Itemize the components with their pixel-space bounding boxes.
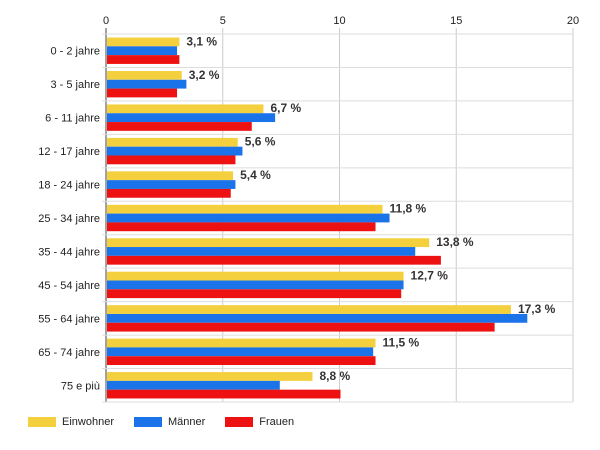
category-labels: 0 - 2 jahre 3 - 5 jahre 6 - 11 jahre 12 - 1… — [38, 46, 100, 393]
legend-label-maenner: Männer — [167, 416, 206, 428]
data-label: 8,8 % — [319, 369, 350, 383]
bars — [107, 37, 528, 399]
legend-swatch-einwohner — [28, 417, 56, 427]
legend-item-frauen: Frauen — [225, 416, 294, 428]
data-labels: 3,1 % 3,2 % 6,7 % 5,6 % 5,4 % 11,8 % 13,8 % 12,… — [186, 34, 555, 383]
bar-mnner-10 — [107, 380, 280, 390]
legend-label-einwohner: Einwohner — [62, 416, 114, 428]
category-label: 45 - 54 jahre — [38, 280, 100, 292]
bar-mnner-0 — [107, 46, 178, 56]
bar-frauen-7 — [107, 289, 402, 299]
category-label: 35 - 44 jahre — [38, 246, 100, 258]
category-label: 25 - 34 jahre — [38, 213, 100, 225]
legend-swatch-frauen — [225, 417, 254, 427]
data-label: 11,5 % — [383, 335, 420, 349]
bar-mnner-2 — [107, 113, 276, 123]
bar-frauen-5 — [107, 222, 376, 232]
legend-swatch-maenner — [133, 417, 162, 427]
bar-frauen-0 — [107, 55, 180, 64]
category-label: 0 - 2 jahre — [50, 46, 100, 58]
bar-mnner-7 — [107, 280, 404, 290]
category-label: 12 - 17 jahre — [38, 146, 100, 158]
bar-mnner-3 — [107, 146, 243, 156]
bar-mnner-8 — [107, 313, 528, 323]
legend-item-maenner: Männer — [133, 416, 206, 428]
bar-einwohner-6 — [107, 238, 430, 248]
category-label: 55 - 64 jahre — [38, 313, 100, 325]
bar-mnner-1 — [107, 79, 187, 89]
bar-einwohner-10 — [107, 372, 313, 381]
data-label: 6,7 % — [270, 101, 301, 115]
bar-einwohner-8 — [107, 305, 511, 314]
bar-frauen-3 — [107, 155, 236, 165]
x-tick-label: 20 — [567, 15, 579, 27]
legend-item-einwohner: Einwohner — [28, 416, 114, 428]
x-tick-label: 10 — [333, 15, 345, 27]
x-tick-label: 0 — [103, 15, 109, 27]
data-label: 3,1 % — [186, 34, 217, 48]
bar-mnner-4 — [107, 180, 236, 189]
bar-einwohner-2 — [107, 104, 264, 114]
bar-einwohner-4 — [107, 171, 234, 181]
data-label: 12,7 % — [411, 269, 449, 283]
data-label: 5,4 % — [240, 168, 271, 182]
data-label: 17,3 % — [518, 302, 556, 316]
category-label: 6 - 11 jahre — [45, 113, 100, 125]
bar-frauen-9 — [107, 356, 376, 366]
bar-einwohner-5 — [107, 204, 383, 214]
data-label: 5,6 % — [245, 135, 276, 149]
bar-einwohner-9 — [107, 338, 376, 348]
legend: Einwohner Männer Frauen — [28, 416, 294, 428]
bar-frauen-6 — [107, 255, 441, 265]
bar-einwohner-7 — [107, 271, 404, 281]
bar-einwohner-0 — [107, 37, 180, 47]
bar-einwohner-3 — [107, 137, 238, 147]
category-label: 65 - 74 jahre — [38, 347, 100, 359]
data-label: 3,2 % — [189, 68, 220, 82]
category-label: 75 e più — [61, 380, 100, 392]
legend-label-frauen: Frauen — [259, 416, 295, 428]
bar-frauen-2 — [107, 122, 252, 131]
bar-mnner-9 — [107, 347, 374, 357]
bar-mnner-6 — [107, 247, 416, 256]
bar-frauen-1 — [107, 88, 178, 98]
bar-frauen-4 — [107, 188, 231, 198]
data-label: 11,8 % — [390, 202, 427, 216]
x-tick-label: 5 — [220, 15, 226, 27]
bar-frauen-8 — [107, 322, 495, 332]
data-label: 13,8 % — [436, 235, 474, 249]
x-axis-ticks: 0 5 10 15 20 — [103, 15, 579, 27]
bar-frauen-10 — [107, 389, 341, 399]
x-tick-label: 15 — [450, 15, 462, 27]
bar-mnner-5 — [107, 213, 390, 223]
grid — [102, 28, 574, 403]
bar-einwohner-1 — [107, 70, 182, 80]
category-label: 18 - 24 jahre — [38, 180, 100, 192]
category-label: 3 - 5 jahre — [50, 79, 100, 91]
